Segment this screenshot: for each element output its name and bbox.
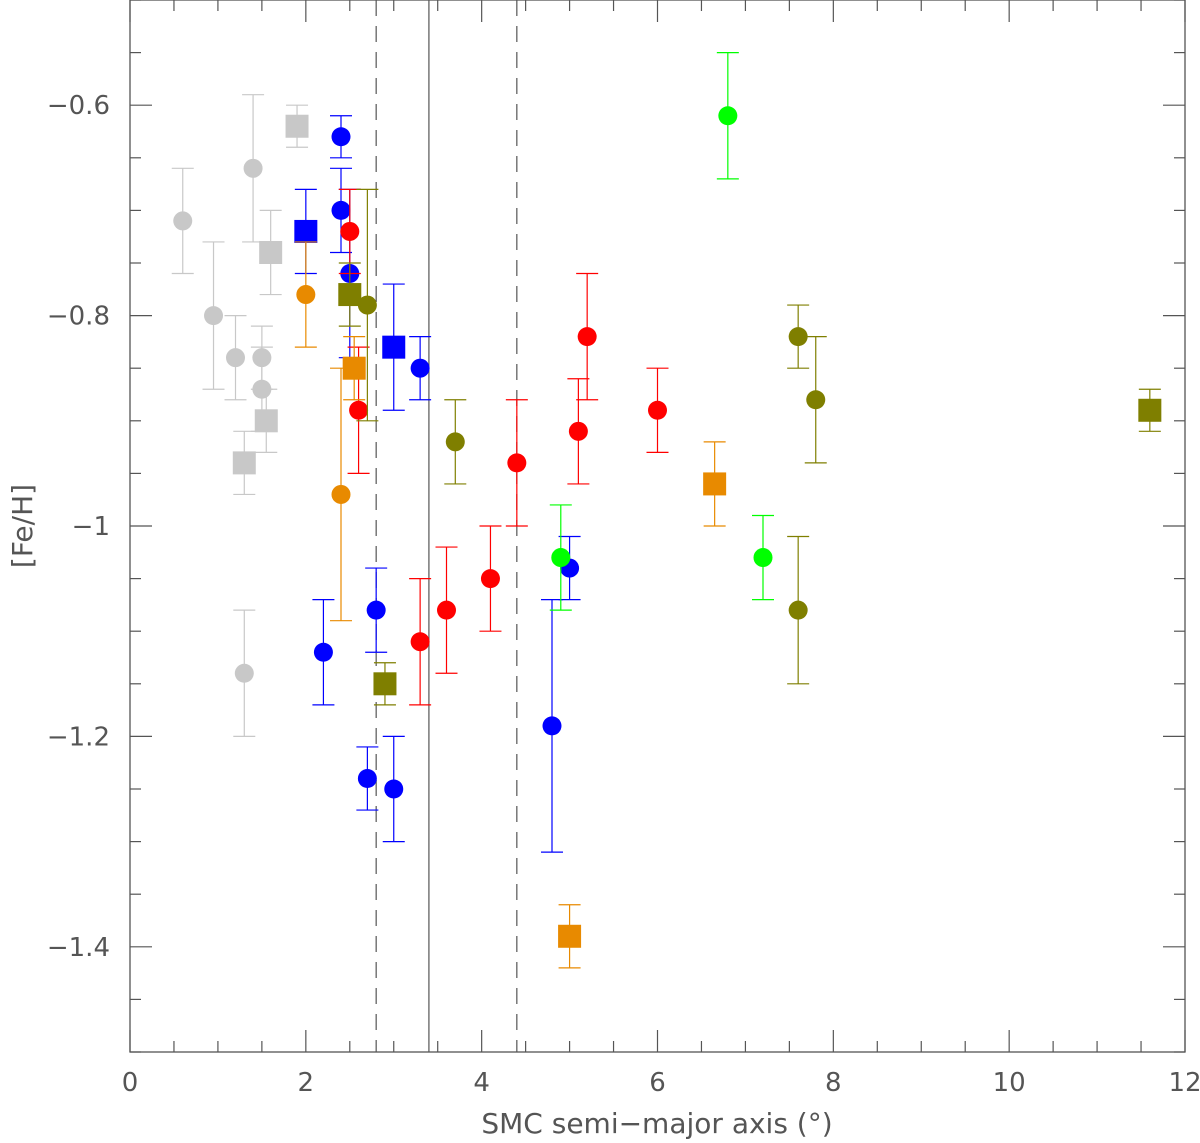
- x-axis-label: SMC semi−major axis (°): [481, 1107, 832, 1140]
- data-point-circle: [349, 400, 369, 420]
- data-point-square: [382, 335, 406, 359]
- data-point-circle: [204, 306, 224, 326]
- data-point-square: [285, 114, 309, 138]
- data-point-square: [703, 472, 727, 496]
- data-point-circle: [568, 421, 588, 441]
- data-point-circle: [551, 548, 571, 568]
- data-point-circle: [357, 295, 377, 315]
- data-point-square: [1138, 398, 1162, 422]
- axes: 0 2 4 6 8 10 12 −1.4 −1.2 −1 −0.8 −0.6: [47, 0, 1200, 1098]
- y-tick-label: −1: [72, 512, 110, 542]
- data-point-square: [373, 672, 397, 696]
- plot-frame: [129, 0, 1186, 1053]
- data-point-circle: [445, 432, 465, 452]
- data-point-circle: [226, 348, 245, 368]
- data-point-square: [558, 924, 582, 948]
- x-tick-label: 8: [825, 1068, 842, 1098]
- data-point-circle: [331, 200, 351, 220]
- data-point-square: [294, 219, 318, 243]
- data-point-circle: [507, 453, 527, 473]
- x-tick-label: 12: [1168, 1068, 1200, 1098]
- data-point-square: [342, 356, 366, 380]
- data-point-square: [259, 240, 283, 264]
- data-point-square: [338, 283, 362, 307]
- y-axis-label: [Fe/H]: [6, 484, 39, 568]
- data-point-square: [254, 409, 278, 433]
- data-point-circle: [296, 285, 316, 305]
- data-point-square: [232, 451, 256, 475]
- y-tick-label: −1.4: [47, 933, 110, 963]
- data-point-circle: [788, 600, 808, 620]
- data-point-circle: [357, 768, 377, 788]
- data-point-circle: [480, 569, 500, 589]
- data-point-circle: [384, 779, 404, 799]
- data-points: [171, 51, 1162, 969]
- data-point-circle: [173, 211, 193, 231]
- data-point-circle: [718, 106, 738, 126]
- data-point-circle: [331, 484, 351, 504]
- x-tick-label: 2: [298, 1068, 315, 1098]
- data-point-circle: [410, 358, 430, 378]
- y-tick-label: −0.8: [47, 302, 110, 332]
- y-tick-label: −1.2: [47, 722, 110, 752]
- y-tick-label: −0.6: [47, 91, 110, 121]
- data-point-circle: [410, 632, 430, 652]
- x-tick-label: 6: [649, 1068, 666, 1098]
- data-point-circle: [340, 221, 360, 241]
- data-point-circle: [542, 716, 562, 736]
- data-point-circle: [313, 642, 333, 662]
- data-point-circle: [437, 600, 456, 620]
- data-point-circle: [366, 600, 386, 620]
- data-point-circle: [577, 327, 597, 347]
- data-point-circle: [243, 158, 263, 178]
- data-point-circle: [648, 400, 667, 420]
- data-point-circle: [788, 327, 808, 347]
- x-tick-label: 4: [473, 1068, 490, 1098]
- data-point-circle: [753, 548, 773, 568]
- x-tick-label: 0: [122, 1068, 139, 1098]
- x-tick-label: 10: [993, 1068, 1026, 1098]
- data-point-circle: [234, 663, 254, 683]
- data-point-circle: [806, 390, 826, 410]
- data-point-circle: [331, 127, 351, 147]
